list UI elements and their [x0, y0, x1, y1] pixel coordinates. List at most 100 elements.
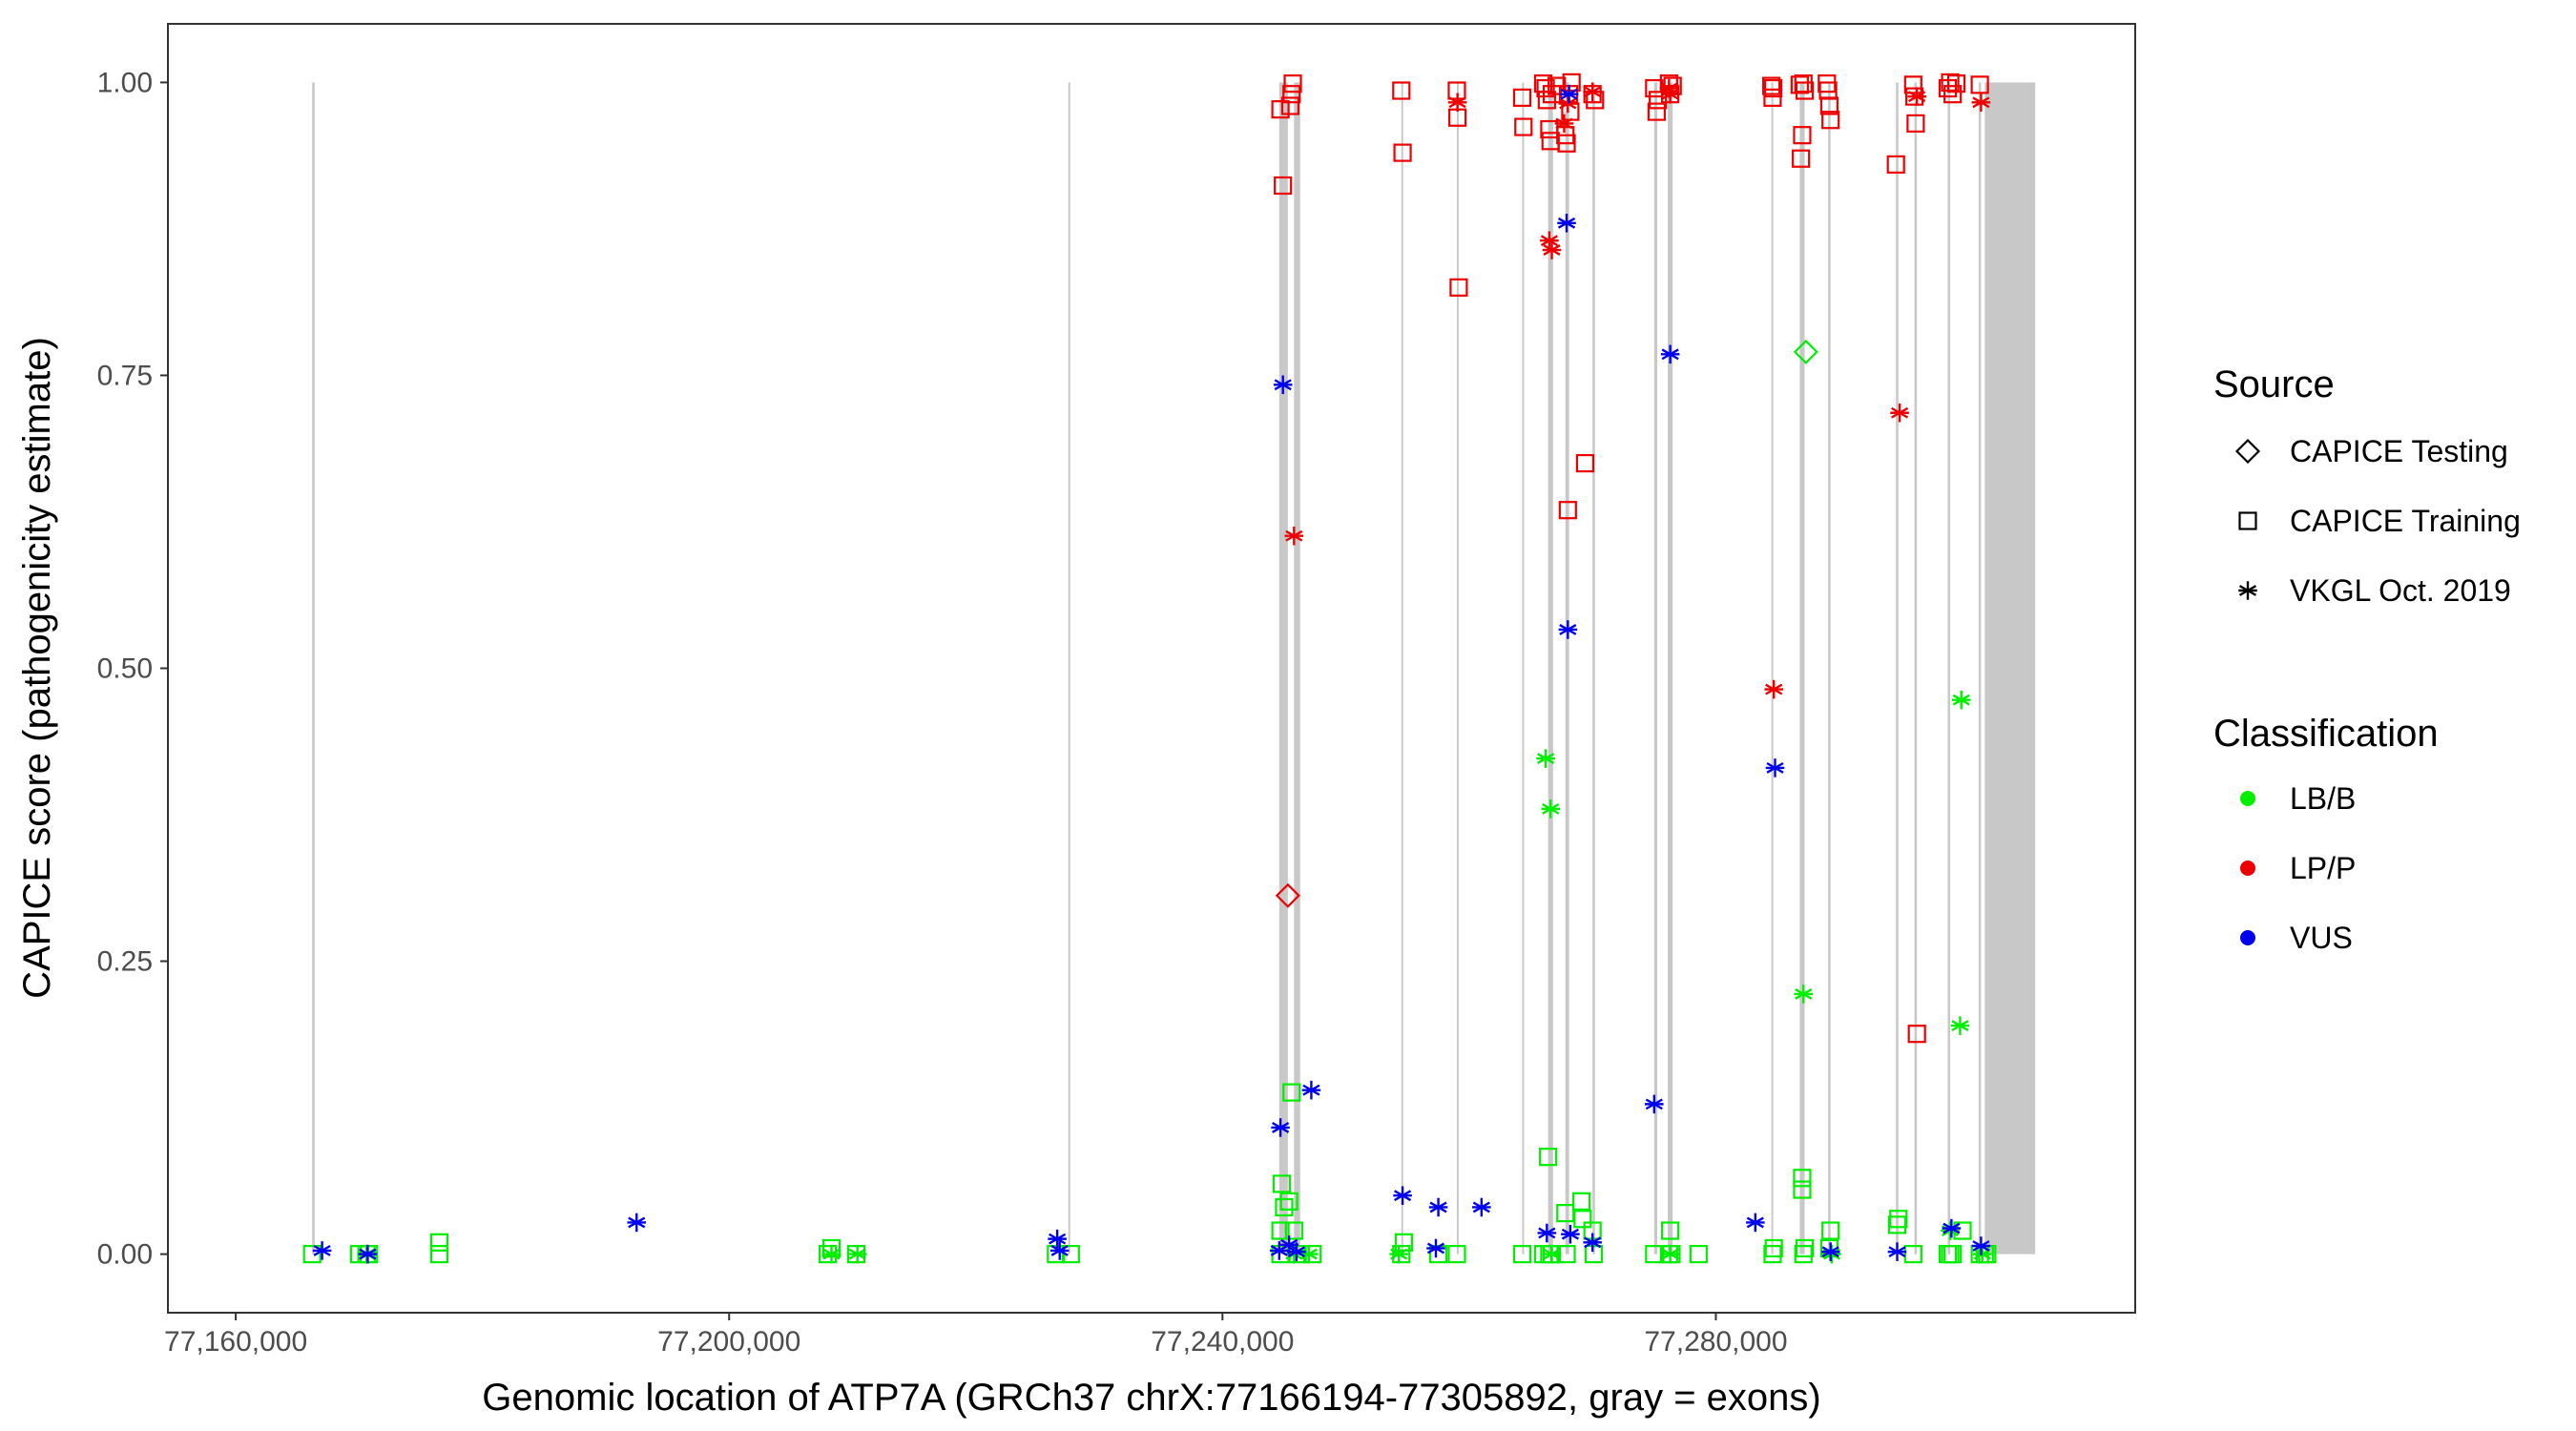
data-point [1558, 93, 1578, 114]
data-point [1660, 1244, 1680, 1264]
data-point [1794, 74, 1813, 93]
exon-band [1653, 82, 1658, 1255]
data-point [1660, 84, 1680, 104]
exon-band [1522, 82, 1525, 1255]
legend-class-key [2240, 930, 2255, 945]
data-point [1971, 1236, 1991, 1255]
data-point [1661, 1221, 1680, 1240]
data-point [1584, 1244, 1604, 1264]
data-point [1906, 114, 1925, 133]
data-point [1542, 1244, 1562, 1264]
data-point [1428, 1197, 1448, 1217]
data-point [1282, 85, 1301, 104]
legend: Source CAPICE Testing CAPICE Training VK… [2213, 363, 2521, 955]
data-point [1793, 339, 1818, 364]
y-tick-label: 1.00 [97, 67, 153, 98]
data-point [1645, 1094, 1664, 1114]
data-point [1283, 74, 1302, 93]
data-point [1660, 344, 1680, 364]
data-point [1790, 75, 1809, 94]
data-point [1272, 1174, 1291, 1193]
data-point [1273, 375, 1293, 395]
data-point [1514, 117, 1533, 136]
data-point [1271, 100, 1290, 119]
data-point [1793, 126, 1812, 145]
data-point [1472, 1197, 1491, 1217]
data-point [1970, 75, 1989, 94]
exon-band [1401, 82, 1403, 1255]
data-point [302, 1244, 322, 1264]
data-point [1539, 1148, 1558, 1167]
data-point [1763, 88, 1782, 107]
data-point [1558, 501, 1577, 520]
data-point [1887, 1215, 1907, 1234]
data-point [1819, 96, 1839, 115]
exon-band [1896, 82, 1899, 1255]
data-point [1903, 75, 1922, 94]
data-point [1537, 1223, 1557, 1243]
data-point [1795, 81, 1815, 100]
exon-band [1978, 82, 1982, 1255]
legend-source-key [2234, 438, 2261, 465]
legend-source-label-0: CAPICE Testing [2290, 434, 2508, 468]
exon-band [1828, 82, 1831, 1255]
data-point [1542, 240, 1562, 259]
data-point [1890, 403, 1909, 423]
data-point [1689, 1244, 1708, 1264]
legend-source-key [2238, 511, 2257, 530]
data-point [1282, 1083, 1301, 1102]
data-point [1793, 1180, 1812, 1199]
data-point [429, 1244, 449, 1264]
data-point [1512, 88, 1532, 107]
data-point [1571, 1192, 1591, 1211]
data-point [1271, 1221, 1290, 1240]
legend-source-title: Source [2213, 363, 2335, 405]
data-point [1941, 73, 1960, 93]
legend-class-keys [2240, 791, 2255, 945]
data-point [1794, 1244, 1813, 1264]
data-point [1575, 453, 1595, 473]
data-point [1818, 74, 1837, 93]
data-point [1537, 91, 1556, 110]
data-point [1392, 81, 1411, 100]
data-point [1763, 78, 1783, 98]
data-point [1942, 1218, 1962, 1238]
data-point [312, 1241, 332, 1260]
data-point [429, 1233, 449, 1252]
plot-panel [167, 23, 2136, 1314]
data-point [1536, 78, 1555, 98]
y-tick-label: 0.50 [97, 653, 153, 685]
exon-band [1068, 82, 1070, 1255]
data-point [1061, 1244, 1080, 1264]
data-point [1762, 76, 1781, 95]
exon-band [1592, 82, 1595, 1255]
legend-class-title: Classification [2213, 713, 2439, 755]
data-point [1048, 1229, 1067, 1249]
x-tick-label: 77,280,000 [1644, 1326, 1787, 1358]
data-point [1763, 1244, 1782, 1264]
exon-band [1947, 82, 1951, 1255]
x-axis-title: Genomic location of ATP7A (GRCh37 chrX:7… [482, 1377, 1820, 1419]
data-point [1561, 1224, 1580, 1244]
data-point [1274, 176, 1293, 196]
data-point [1447, 93, 1467, 113]
legend-class-label-2: VUS [2290, 921, 2353, 955]
data-point [1447, 1244, 1466, 1264]
data-point [1280, 96, 1300, 115]
data-point [1946, 74, 1966, 93]
data-point [821, 1244, 841, 1264]
data-point [1559, 84, 1579, 104]
data-point [1821, 1221, 1840, 1240]
data-point [1426, 1238, 1445, 1258]
legend-source-label-1: CAPICE Training [2290, 504, 2521, 538]
data-point [1647, 102, 1666, 121]
data-point [1301, 1080, 1321, 1100]
data-point [1886, 155, 1905, 174]
data-point [1557, 134, 1576, 153]
data-point [1562, 73, 1581, 93]
data-point [1275, 1197, 1294, 1217]
data-point [1820, 1242, 1840, 1261]
data-point [1284, 526, 1304, 546]
data-point [1943, 1244, 1963, 1264]
